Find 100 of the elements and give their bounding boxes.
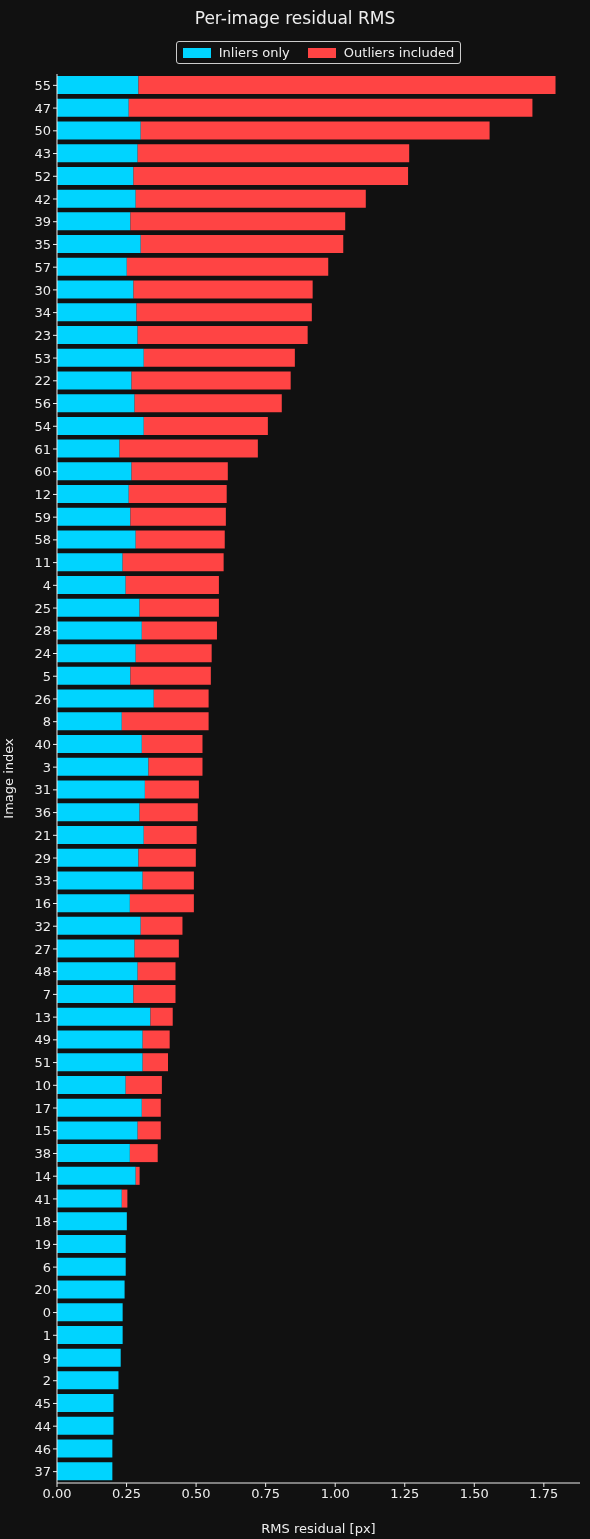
bar [57,394,135,413]
bar [57,1144,130,1163]
x-tick-label: 0.75 [251,1486,281,1502]
y-tick-label: 43 [34,146,51,162]
y-tick-label: 10 [34,1077,51,1093]
y-tick-label: 17 [34,1100,51,1116]
bar [137,144,410,163]
bar [142,871,194,890]
y-tick-label: 35 [34,237,51,253]
y-tick-label: 51 [34,1055,51,1071]
y-tick-label: 36 [34,805,51,821]
bar [57,1098,142,1117]
y-tick-label: 25 [34,600,51,616]
y-tick-label: 54 [34,418,51,434]
bar [134,939,179,958]
bar [57,416,144,435]
bar [57,1325,123,1344]
bar [57,575,126,594]
bar [125,575,219,594]
bar [137,962,176,981]
y-tick-label: 48 [34,964,51,980]
bar [57,76,139,94]
y-tick-label: 24 [34,646,51,662]
bar [57,1439,113,1458]
bar [57,280,134,299]
bar [57,621,142,640]
bar [126,257,329,276]
bar [57,1053,143,1072]
bar [129,1144,158,1163]
y-tick-label: 45 [34,1396,51,1412]
y-tick-label: 33 [34,873,51,889]
bar [57,1303,123,1322]
bar [57,803,140,822]
bar [57,1189,122,1208]
bar [57,325,138,344]
bar [148,757,203,776]
bar [135,530,225,549]
bar [142,1053,168,1072]
bar [57,485,129,504]
bar [121,712,209,731]
y-tick-label: 15 [34,1123,51,1139]
y-tick-label: 27 [34,941,51,957]
bar [57,644,136,663]
bar [144,780,199,799]
y-tick-label: 39 [34,214,51,230]
y-tick-label: 49 [34,1032,51,1048]
bar [128,485,227,504]
bar [57,712,122,731]
bar [137,325,308,344]
bar [57,1121,138,1140]
bar [57,1075,126,1094]
bar [122,553,224,572]
bar [135,1166,140,1185]
bar [133,985,176,1004]
bar [153,689,209,708]
bar [130,212,346,231]
x-tick-label: 0.25 [112,1486,142,1502]
y-tick-label: 58 [34,532,51,548]
bar [139,598,219,617]
y-tick-label: 12 [34,487,51,503]
x-tick-label: 1.50 [459,1486,489,1502]
y-tick-label: 13 [34,1009,51,1025]
x-tick-label: 0.00 [42,1486,72,1502]
bar [57,598,140,617]
bar [57,121,141,140]
bar [140,235,344,254]
bar [135,644,212,663]
bar [57,985,134,1004]
y-tick-label: 28 [34,623,51,639]
y-tick-label: 16 [34,896,51,912]
bar [57,257,127,276]
y-tick-label: 61 [34,441,51,457]
bar [133,280,313,299]
x-axis-title: RMS residual [px] [261,1521,376,1536]
bar [134,394,282,413]
y-tick-label: 32 [34,918,51,934]
bar [138,76,556,94]
y-tick-label: 31 [34,782,51,798]
bar [57,1007,151,1026]
bar [128,98,533,117]
y-tick-label: 37 [34,1464,51,1480]
y-tick-label: 14 [34,1168,51,1184]
bar [140,916,183,935]
bar [57,825,144,844]
y-tick-label: 5 [42,668,51,684]
bar [57,735,142,754]
y-tick-label: 34 [34,305,51,321]
bar [141,1098,161,1117]
y-tick-label: 60 [34,464,51,480]
bar [142,1030,170,1049]
bar [57,1280,125,1299]
chart-title: Per-image residual RMS [193,8,397,28]
bar [57,1212,127,1231]
bar [57,98,129,117]
bar [57,757,149,776]
bar [121,1189,128,1208]
bar [57,1030,143,1049]
y-tick-label: 23 [34,327,51,343]
bar [57,666,131,685]
bar [57,303,137,322]
